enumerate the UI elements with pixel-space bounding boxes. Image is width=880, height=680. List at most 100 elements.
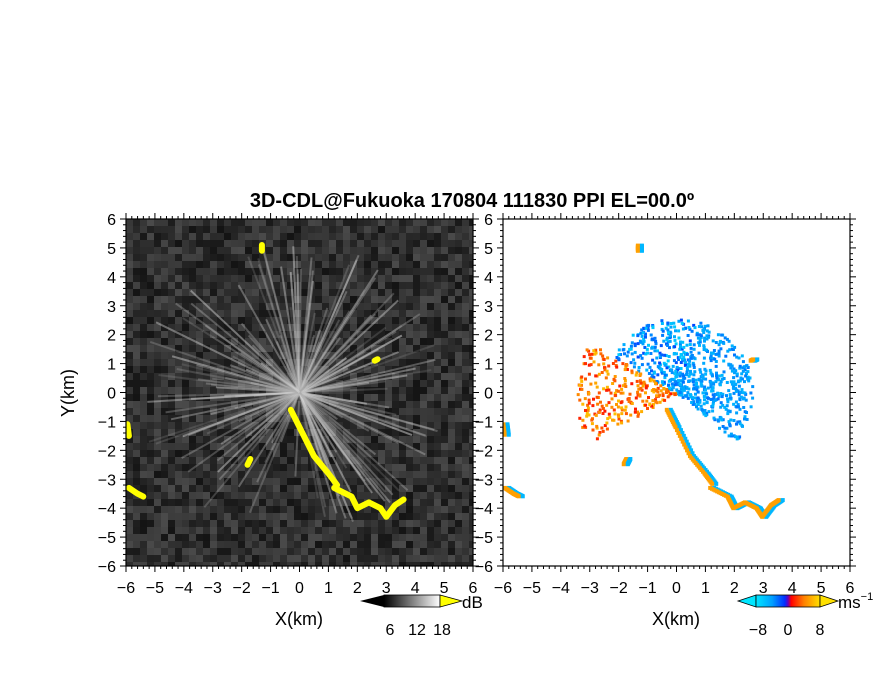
snr-noise-cell — [413, 478, 420, 485]
snr-noise-cell — [357, 485, 364, 492]
snr-noise-cell — [238, 562, 245, 566]
snr-noise-cell — [315, 478, 322, 485]
snr-noise-cell — [203, 429, 210, 436]
snr-noise-cell — [273, 324, 280, 331]
y-tick-label: −2 — [98, 443, 116, 460]
snr-noise-cell — [196, 366, 203, 373]
snr-noise-cell — [273, 387, 280, 394]
snr-noise-cell — [217, 520, 224, 527]
snr-echo-ray — [237, 284, 301, 393]
snr-noise-cell — [238, 254, 245, 261]
snr-noise-cell — [168, 261, 175, 268]
snr-noise-cell — [189, 415, 196, 422]
velocity-pixel — [731, 347, 734, 351]
snr-noise-cell — [245, 219, 252, 226]
snr-noise-cell — [308, 331, 315, 338]
snr-noise-cell — [133, 254, 140, 261]
snr-noise-cell — [203, 394, 210, 401]
snr-noise-cell — [273, 485, 280, 492]
velocity-pixel — [666, 323, 670, 327]
snr-noise-cell — [294, 457, 301, 464]
velocity-pixel — [641, 384, 645, 388]
snr-noise-cell — [329, 254, 336, 261]
snr-noise-cell — [406, 457, 413, 464]
snr-noise-cell — [427, 324, 434, 331]
snr-noise-cell — [238, 534, 245, 541]
snr-noise-cell — [210, 478, 217, 485]
snr-echo-ray — [249, 391, 300, 417]
snr-noise-cell — [371, 464, 378, 471]
snr-noise-cell — [182, 443, 189, 450]
snr-noise-cell — [147, 275, 154, 282]
snr-noise-cell — [469, 478, 473, 485]
snr-noise-cell — [378, 492, 385, 499]
velocity-pixel — [690, 329, 694, 333]
snr-noise-cell — [308, 373, 315, 380]
snr-noise-cell — [455, 408, 462, 415]
snr-noise-cell — [140, 261, 147, 268]
velocity-pixel — [741, 424, 744, 428]
snr-noise-cell — [126, 247, 133, 254]
snr-noise-cell — [238, 226, 245, 233]
snr-noise-cell — [427, 268, 434, 275]
snr-noise-cell — [329, 408, 336, 415]
snr-noise-cell — [231, 513, 238, 520]
snr-echo-ray — [298, 392, 324, 466]
snr-noise-cell — [252, 562, 259, 566]
snr-noise-cell — [406, 233, 413, 240]
snr-noise-cell — [231, 548, 238, 555]
snr-noise-cell — [182, 408, 189, 415]
velocity-pixel — [640, 334, 644, 338]
snr-noise-cell — [210, 443, 217, 450]
snr-noise-cell — [133, 401, 140, 408]
snr-noise-cell — [196, 310, 203, 317]
snr-noise-cell — [343, 317, 350, 324]
snr-noise-cell — [203, 436, 210, 443]
snr-noise-cell — [427, 415, 434, 422]
snr-noise-cell — [413, 541, 420, 548]
snr-noise-cell — [147, 359, 154, 366]
snr-noise-cell — [427, 485, 434, 492]
snr-noise-cell — [434, 415, 441, 422]
snr-noise-cell — [469, 310, 473, 317]
snr-noise-cell — [392, 520, 399, 527]
snr-noise-cell — [357, 408, 364, 415]
snr-noise-cell — [455, 485, 462, 492]
snr-noise-cell — [161, 366, 168, 373]
snr-noise-cell — [357, 380, 364, 387]
velocity-pixel — [726, 400, 730, 404]
snr-noise-cell — [420, 394, 427, 401]
snr-noise-cell — [273, 436, 280, 443]
snr-noise-cell — [210, 359, 217, 366]
snr-noise-cell — [161, 247, 168, 254]
snr-noise-cell — [301, 268, 308, 275]
snr-noise-cell — [259, 548, 266, 555]
snr-noise-cell — [385, 534, 392, 541]
snr-noise-cell — [133, 443, 140, 450]
velocity-pixel — [599, 352, 603, 356]
snr-echo-ray — [282, 331, 301, 393]
snr-noise-cell — [378, 520, 385, 527]
snr-noise-cell — [420, 345, 427, 352]
velocity-pixel — [727, 339, 731, 343]
snr-noise-cell — [308, 268, 315, 275]
velocity-pixel — [665, 336, 669, 340]
snr-noise-cell — [364, 289, 371, 296]
snr-noise-cell — [469, 429, 473, 436]
velocity-pixel — [685, 352, 689, 356]
snr-noise-cell — [336, 352, 343, 359]
snr-noise-cell — [301, 422, 308, 429]
snr-echo-ray — [170, 391, 300, 421]
snr-noise-cell — [245, 422, 252, 429]
snr-noise-cell — [469, 527, 473, 534]
snr-noise-cell — [336, 247, 343, 254]
snr-noise-cell — [168, 268, 175, 275]
velocity-pixel — [728, 424, 732, 428]
velocity-pixel — [660, 371, 664, 375]
snr-noise-cell — [336, 394, 343, 401]
snr-noise-cell — [175, 219, 182, 226]
snr-noise-cell — [273, 303, 280, 310]
velocity-pixel — [660, 327, 664, 331]
snr-noise-cell — [413, 415, 420, 422]
velocity-pixel — [613, 379, 617, 383]
